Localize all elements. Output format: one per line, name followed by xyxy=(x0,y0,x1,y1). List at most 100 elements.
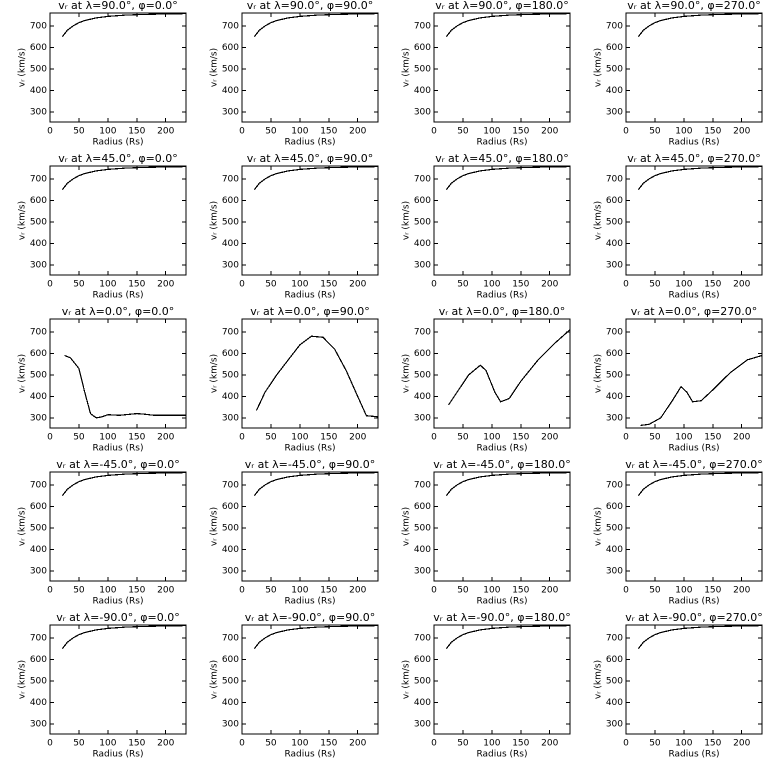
x-tick-label: 150 xyxy=(512,739,529,749)
y-tick-label: 600 xyxy=(30,43,47,53)
y-tick-label: 500 xyxy=(30,217,47,227)
y-axis-label: vᵣ (km/s) xyxy=(210,201,220,240)
x-tick-label: 0 xyxy=(47,127,53,137)
data-line xyxy=(445,625,571,649)
x-tick-label: 200 xyxy=(157,280,174,290)
plot-frame xyxy=(241,471,379,582)
x-tick-label: 150 xyxy=(512,586,529,596)
x-tick-label: 150 xyxy=(704,280,721,290)
y-tick-label: 400 xyxy=(414,239,431,249)
y-tick-label: 300 xyxy=(30,719,47,729)
x-axis-label: Radius (Rs) xyxy=(92,597,143,607)
y-tick-label: 400 xyxy=(222,392,239,402)
y-tick-label: 400 xyxy=(30,545,47,555)
x-tick-label: 100 xyxy=(675,433,692,443)
y-tick-label: 500 xyxy=(606,64,623,74)
y-tick-label: 700 xyxy=(30,174,47,184)
plot-frame xyxy=(433,318,571,429)
x-tick-label: 100 xyxy=(483,739,500,749)
panel: vᵣ at λ=0.0°, φ=90.0° 0 50 100 150 200 300 400 5… xyxy=(210,305,379,454)
x-tick-label: 150 xyxy=(512,280,529,290)
y-tick-label: 500 xyxy=(30,676,47,686)
x-tick-label: 0 xyxy=(239,433,245,443)
x-tick-label: 50 xyxy=(457,586,469,596)
y-tick-label: 500 xyxy=(606,370,623,380)
data-line xyxy=(61,166,187,190)
x-tick-label: 0 xyxy=(623,739,629,749)
panel-title: vᵣ at λ=-90.0°, φ=0.0° xyxy=(56,611,180,624)
y-axis-label: vᵣ (km/s) xyxy=(594,507,604,546)
y-tick-label: 400 xyxy=(606,545,623,555)
x-tick-label: 200 xyxy=(733,127,750,137)
plot-frame xyxy=(433,12,571,123)
panel-title: vᵣ at λ=-90.0°, φ=180.0° xyxy=(433,611,571,624)
y-tick-label: 300 xyxy=(30,260,47,270)
y-tick-label: 700 xyxy=(222,327,239,337)
x-tick-label: 100 xyxy=(675,127,692,137)
data-line xyxy=(61,472,187,496)
x-tick-label: 100 xyxy=(483,586,500,596)
panel: vᵣ at λ=-45.0°, φ=90.0° 0 50 100 150 200 300 40… xyxy=(210,458,379,607)
y-tick-label: 300 xyxy=(414,566,431,576)
x-tick-label: 50 xyxy=(649,739,661,749)
x-tick-label: 200 xyxy=(349,739,366,749)
x-axis-label: Radius (Rs) xyxy=(284,597,335,607)
y-tick-label: 400 xyxy=(414,698,431,708)
y-tick-label: 500 xyxy=(414,370,431,380)
y-tick-label: 300 xyxy=(222,566,239,576)
x-tick-label: 200 xyxy=(733,739,750,749)
x-tick-label: 150 xyxy=(704,433,721,443)
plot-frame xyxy=(433,471,571,582)
plot-frame xyxy=(625,165,763,276)
data-line xyxy=(640,354,763,426)
x-tick-label: 200 xyxy=(349,280,366,290)
y-axis-label: vᵣ (km/s) xyxy=(210,507,220,546)
panel-title: vᵣ at λ=45.0°, φ=180.0° xyxy=(435,152,569,165)
y-tick-label: 700 xyxy=(606,174,623,184)
plot-frame xyxy=(625,12,763,123)
y-tick-label: 700 xyxy=(222,480,239,490)
x-tick-label: 150 xyxy=(512,433,529,443)
x-axis-label: Radius (Rs) xyxy=(476,138,527,148)
y-axis-label: vᵣ (km/s) xyxy=(210,354,220,393)
x-tick-label: 150 xyxy=(128,586,145,596)
data-line xyxy=(61,625,187,649)
plot-frame xyxy=(241,12,379,123)
x-tick-label: 150 xyxy=(320,739,337,749)
x-tick-label: 150 xyxy=(128,280,145,290)
plot-frame xyxy=(625,624,763,735)
x-tick-label: 0 xyxy=(431,586,437,596)
x-tick-label: 200 xyxy=(157,433,174,443)
plot-frame xyxy=(49,12,187,123)
y-tick-label: 600 xyxy=(606,43,623,53)
x-tick-label: 50 xyxy=(649,433,661,443)
x-tick-label: 0 xyxy=(623,127,629,137)
x-axis-label: Radius (Rs) xyxy=(476,291,527,301)
panel-title: vᵣ at λ=-45.0°, φ=270.0° xyxy=(625,458,763,471)
panel: vᵣ at λ=-45.0°, φ=0.0° 0 50 100 150 200 300 400… xyxy=(18,458,187,607)
x-tick-label: 200 xyxy=(157,586,174,596)
x-tick-label: 50 xyxy=(73,739,85,749)
y-tick-label: 300 xyxy=(606,260,623,270)
y-tick-label: 500 xyxy=(30,523,47,533)
panel: vᵣ at λ=45.0°, φ=90.0° 0 50 100 150 200 300 400… xyxy=(210,152,379,301)
x-axis-label: Radius (Rs) xyxy=(476,444,527,454)
y-tick-label: 700 xyxy=(606,21,623,31)
x-tick-label: 100 xyxy=(99,586,116,596)
x-tick-label: 200 xyxy=(541,127,558,137)
x-axis-label: Radius (Rs) xyxy=(284,444,335,454)
plot-frame xyxy=(433,624,571,735)
y-tick-label: 500 xyxy=(606,523,623,533)
y-tick-label: 400 xyxy=(606,86,623,96)
y-axis-label: vᵣ (km/s) xyxy=(594,354,604,393)
x-tick-label: 100 xyxy=(483,280,500,290)
y-tick-label: 600 xyxy=(606,196,623,206)
y-tick-label: 300 xyxy=(222,413,239,423)
x-tick-label: 50 xyxy=(265,433,277,443)
panel: vᵣ at λ=-45.0°, φ=270.0° 0 50 100 150 200 300 4… xyxy=(594,458,763,607)
x-tick-label: 50 xyxy=(265,280,277,290)
y-tick-label: 700 xyxy=(606,327,623,337)
panel: vᵣ at λ=90.0°, φ=0.0° 0 50 100 150 200 300 400 5… xyxy=(18,0,187,148)
y-tick-label: 500 xyxy=(30,370,47,380)
data-line xyxy=(255,335,379,418)
